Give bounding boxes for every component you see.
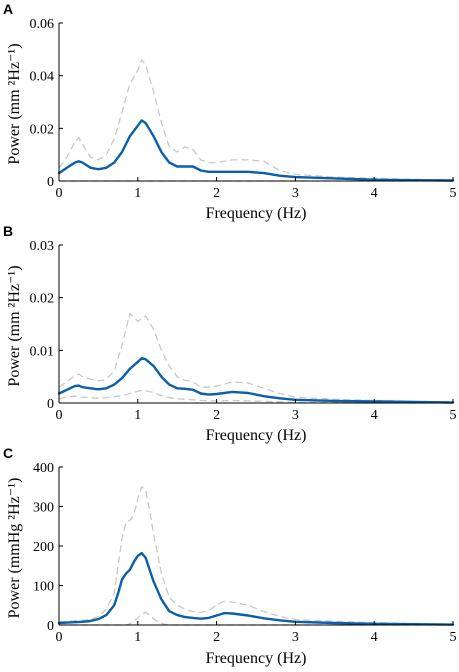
x-tick-label: 4 [371, 630, 378, 645]
series-line-mean [57, 357, 455, 404]
series-line-lower [58, 389, 453, 404]
plot-area-c [57, 485, 455, 626]
panel-label-b: B [3, 223, 13, 239]
y-tick-label: 400 [33, 461, 54, 476]
plot-area-b [57, 312, 455, 404]
series-line-upper [58, 58, 454, 181]
x-tick-label: 2 [213, 630, 220, 645]
y-tick-label: 100 [33, 580, 54, 595]
y-tick-label: 300 [33, 501, 54, 516]
y-axis-label-c: Power (mmHg ²Hz⁻¹) [6, 478, 23, 619]
x-tick-label: 2 [213, 408, 220, 423]
series-line-upper [58, 312, 454, 403]
series-line-mean [57, 119, 455, 182]
x-tick-label: 0 [56, 408, 63, 423]
x-tick-label: 4 [371, 186, 378, 201]
panel-b: B Frequency (Hz) Power (mm ²Hz⁻¹) 0 1 2 3 4 5… [3, 223, 457, 444]
x-axis-label-c: Frequency (Hz) [206, 650, 307, 667]
y-tick-label: 0.01 [30, 344, 55, 359]
panel-label-a: A [3, 1, 13, 17]
y-tick-label: 0 [47, 619, 54, 634]
x-tick-label: 1 [134, 408, 141, 423]
x-tick-label: 1 [134, 186, 141, 201]
series-line-upper [58, 485, 454, 625]
x-tick-label: 5 [450, 408, 457, 423]
panel-a: A Frequency (Hz) Power (mm ²Hz⁻¹) 0 1 2 3 4 5… [3, 1, 457, 222]
x-tick-label: 3 [292, 186, 299, 201]
x-axis-label-b: Frequency (Hz) [206, 427, 307, 444]
y-tick-label: 0 [47, 175, 54, 190]
x-tick-label: 1 [134, 630, 141, 645]
panel-label-c: C [3, 445, 13, 461]
x-tick-label: 4 [371, 408, 378, 423]
y-tick-label: 0.02 [30, 122, 55, 137]
y-tick-label: 0 [47, 397, 54, 412]
y-tick-label: 0.04 [30, 70, 55, 85]
y-tick-label: 200 [33, 540, 54, 555]
y-axis-label-b: Power (mm ²Hz⁻¹) [6, 265, 23, 386]
x-tick-label: 3 [292, 630, 299, 645]
panel-c: C Frequency (Hz) Power (mmHg ²Hz⁻¹) 0 1 2 3… [3, 445, 457, 667]
y-axis-label-a: Power (mm ²Hz⁻¹) [6, 43, 23, 164]
x-tick-label: 5 [450, 630, 457, 645]
plot-area-a [57, 58, 455, 182]
x-tick-label: 2 [213, 186, 220, 201]
x-tick-label: 0 [56, 630, 63, 645]
x-tick-label: 5 [450, 186, 457, 201]
x-tick-label: 3 [292, 408, 299, 423]
y-tick-label: 0.03 [30, 239, 55, 254]
x-tick-label: 0 [56, 186, 63, 201]
y-tick-label: 0.02 [30, 292, 55, 307]
series-line-mean [57, 551, 455, 626]
x-axis-label-a: Frequency (Hz) [206, 205, 307, 222]
y-tick-label: 0.06 [30, 17, 55, 32]
